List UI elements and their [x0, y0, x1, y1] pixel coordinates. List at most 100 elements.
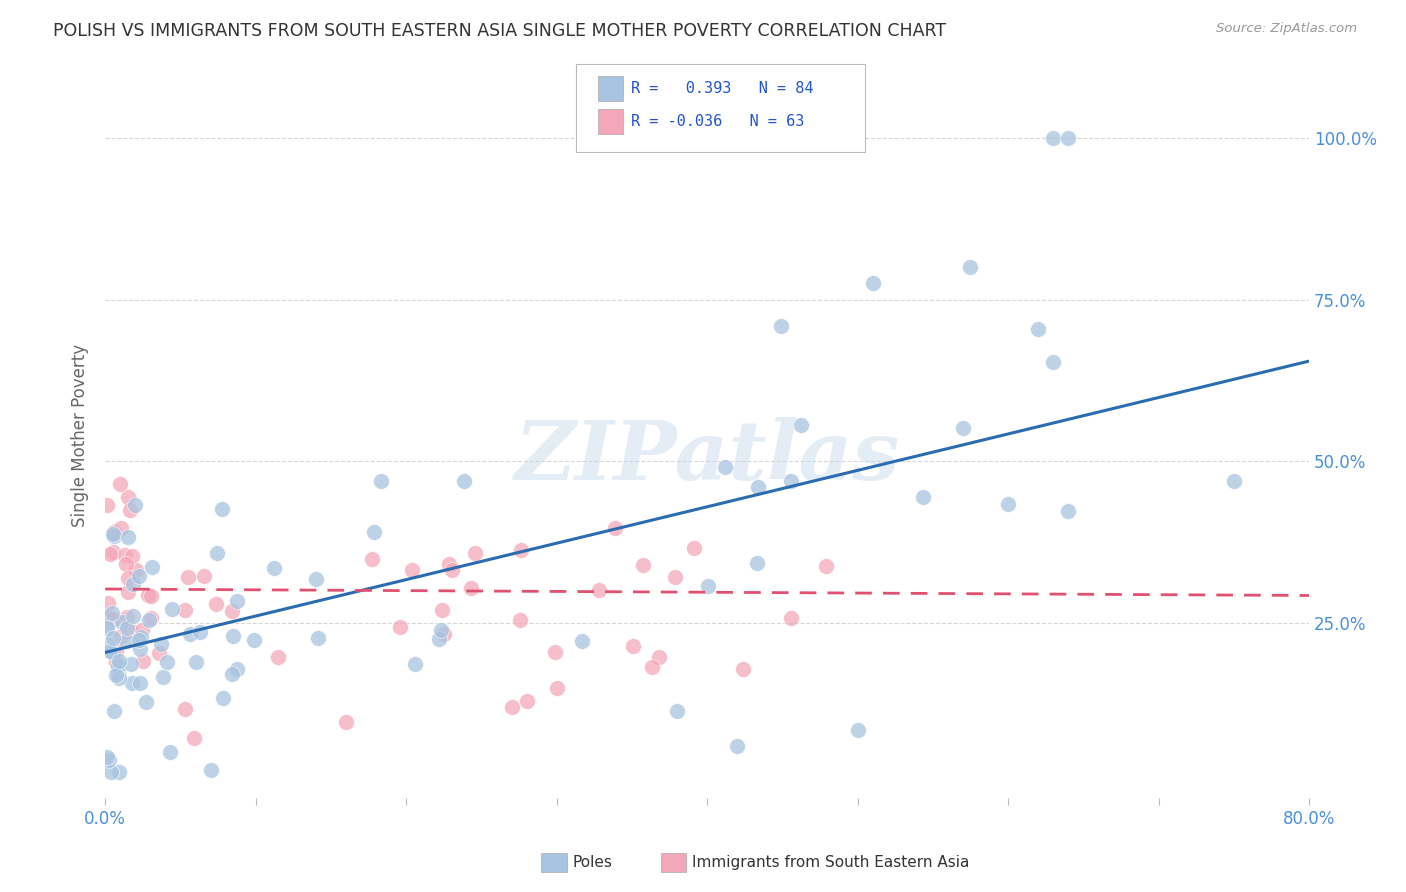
Point: [211, 501, 233, 516]
Point: [105, 655, 128, 669]
Point: [204, 597, 226, 611]
Point: [122, 577, 145, 591]
Point: [427, 632, 450, 647]
Point: [307, 632, 329, 646]
Point: [120, 657, 142, 671]
Point: [501, 700, 523, 714]
Point: [183, 731, 205, 745]
Point: [103, 704, 125, 718]
Point: [101, 612, 124, 626]
Point: [115, 621, 138, 635]
Point: [546, 681, 568, 695]
Point: [516, 694, 538, 708]
Point: [664, 570, 686, 584]
Point: [747, 480, 769, 494]
Point: [98, 754, 121, 768]
Point: [404, 657, 426, 672]
Point: [205, 546, 228, 560]
Point: [96, 618, 118, 632]
Point: [401, 563, 423, 577]
Point: [179, 627, 201, 641]
Point: [361, 552, 384, 566]
Point: [1026, 322, 1049, 336]
Point: [1057, 504, 1080, 518]
Point: [117, 571, 139, 585]
Point: [97, 638, 120, 652]
Point: [221, 605, 243, 619]
Point: [110, 629, 132, 643]
Point: [103, 524, 125, 539]
Point: [846, 723, 869, 738]
Point: [433, 626, 456, 640]
Point: [136, 588, 159, 602]
Point: [605, 521, 627, 535]
Point: [747, 556, 769, 570]
Point: [108, 765, 131, 780]
Point: [1042, 355, 1064, 369]
Y-axis label: Single Mother Poverty: Single Mother Poverty: [72, 344, 89, 527]
Point: [131, 623, 153, 637]
Point: [335, 714, 357, 729]
Point: [731, 662, 754, 676]
Point: [790, 418, 813, 433]
Text: R =   0.393   N = 84: R = 0.393 N = 84: [631, 81, 814, 95]
Point: [101, 606, 124, 620]
Point: [453, 474, 475, 488]
Point: [959, 260, 981, 275]
Point: [571, 634, 593, 648]
Point: [696, 579, 718, 593]
Point: [96, 750, 118, 764]
Point: [631, 558, 654, 573]
Point: [101, 527, 124, 541]
Point: [128, 642, 150, 657]
Point: [129, 630, 152, 644]
Point: [305, 572, 328, 586]
Point: [107, 665, 129, 679]
Point: [648, 649, 671, 664]
Point: [184, 655, 207, 669]
Point: [363, 524, 385, 539]
Point: [770, 318, 793, 333]
Point: [432, 603, 454, 617]
Point: [115, 610, 138, 624]
Point: [437, 558, 460, 572]
Point: [177, 570, 200, 584]
Point: [714, 460, 737, 475]
Point: [226, 662, 249, 676]
Point: [141, 611, 163, 625]
Point: [464, 546, 486, 560]
Point: [1057, 130, 1080, 145]
Point: [389, 620, 412, 634]
Point: [135, 695, 157, 709]
Point: [162, 602, 184, 616]
Point: [641, 660, 664, 674]
Point: [173, 702, 195, 716]
Point: [121, 549, 143, 563]
Point: [263, 561, 285, 575]
Point: [98, 644, 121, 658]
Point: [683, 541, 706, 556]
Point: [222, 629, 245, 643]
Point: [621, 639, 644, 653]
Point: [115, 557, 138, 571]
Point: [96, 610, 118, 624]
Point: [98, 547, 121, 561]
Point: [588, 582, 610, 597]
Point: [725, 739, 748, 754]
Point: [96, 498, 118, 512]
Point: [128, 632, 150, 647]
Point: [117, 530, 139, 544]
Point: [108, 654, 131, 668]
Point: [104, 644, 127, 658]
Text: Poles: Poles: [572, 855, 612, 870]
Point: [121, 676, 143, 690]
Text: Source: ZipAtlas.com: Source: ZipAtlas.com: [1216, 22, 1357, 36]
Point: [148, 646, 170, 660]
Point: [101, 646, 124, 660]
Point: [107, 658, 129, 673]
Point: [101, 631, 124, 645]
Point: [440, 563, 463, 577]
Point: [110, 521, 132, 535]
Point: [128, 569, 150, 583]
Point: [780, 611, 803, 625]
